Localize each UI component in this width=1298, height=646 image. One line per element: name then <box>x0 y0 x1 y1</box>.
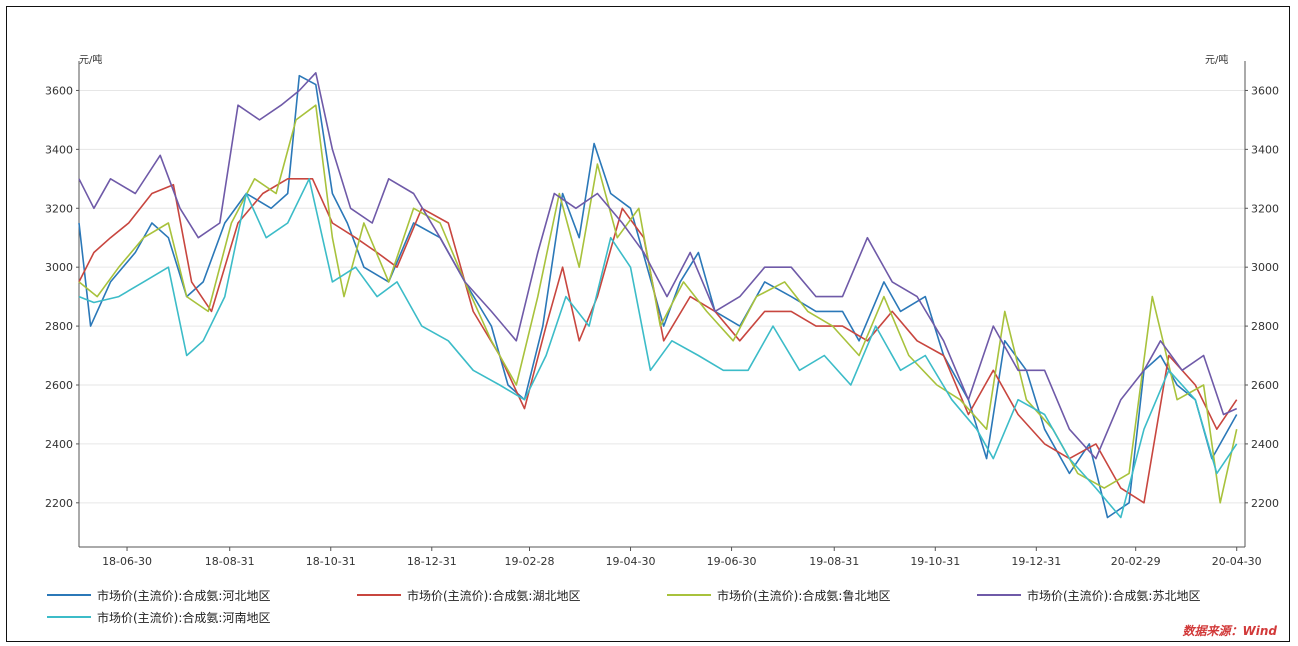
y-tick-label-right: 2600 <box>1251 379 1279 392</box>
y-tick-label-left: 3600 <box>45 84 73 97</box>
x-tick-label: 18-12-31 <box>407 555 457 568</box>
y-tick-label-right: 3200 <box>1251 202 1279 215</box>
y-tick-label-left: 3200 <box>45 202 73 215</box>
data-source: 数据来源：Wind <box>1182 624 1277 638</box>
y-tick-label-left: 3400 <box>45 143 73 156</box>
series-line-4 <box>78 72 1238 460</box>
x-tick-label: 19-12-31 <box>1011 555 1061 568</box>
legend-swatch <box>47 594 91 596</box>
y-tick-label-right: 3400 <box>1251 143 1279 156</box>
legend-label: 市场价(主流价):合成氨:河北地区 <box>97 588 271 603</box>
series-line-1 <box>78 74 1238 519</box>
x-tick-label: 19-04-30 <box>606 555 656 568</box>
x-tick-label: 18-08-31 <box>205 555 255 568</box>
y-tick-label-left: 2600 <box>45 379 73 392</box>
chart-frame: 2200 2200 2400 2400 2600 2600 2800 2800 3000 3000… <box>6 6 1290 642</box>
y-tick-label-right: 3600 <box>1251 84 1279 97</box>
x-tick-label: 18-10-31 <box>306 555 356 568</box>
y-tick-label-left: 2400 <box>45 438 73 451</box>
legend-item: 市场价(主流价):合成氨:河南地区 <box>47 609 270 625</box>
y-tick-label-right: 2400 <box>1251 438 1279 451</box>
x-tick-label: 19-02-28 <box>505 555 555 568</box>
legend-label: 市场价(主流价):合成氨:河南地区 <box>97 610 271 625</box>
legend-item: 市场价(主流价):合成氨:河北地区 <box>47 587 270 603</box>
x-tick-label: 20-04-30 <box>1212 555 1262 568</box>
x-tick-label: 18-06-30 <box>102 555 152 568</box>
legend-swatch <box>47 616 91 618</box>
legend-item: 市场价(主流价):合成氨:鲁北地区 <box>667 587 890 603</box>
y-tick-label-right: 2200 <box>1251 497 1279 510</box>
legend-label: 市场价(主流价):合成氨:苏北地区 <box>1027 588 1201 603</box>
line-chart: 2200 2200 2400 2400 2600 2600 2800 2800 3000 3000… <box>45 61 1279 568</box>
y-tick-label-left: 2800 <box>45 320 73 333</box>
left-axis-unit: 元/吨 <box>79 55 103 66</box>
series-line-5 <box>78 178 1238 519</box>
y-tick-label-left: 2200 <box>45 497 73 510</box>
y-tick-label-right: 3000 <box>1251 261 1279 274</box>
x-tick-label: 19-08-31 <box>809 555 859 568</box>
right-axis-unit: 元/吨 <box>1205 55 1229 66</box>
legend-item: 市场价(主流价):合成氨:湖北地区 <box>357 587 580 603</box>
x-tick-label: 19-10-31 <box>910 555 960 568</box>
legend-swatch <box>357 594 401 596</box>
x-tick-label: 19-06-30 <box>707 555 757 568</box>
series-line-3 <box>78 104 1238 504</box>
legend-item: 市场价(主流价):合成氨:苏北地区 <box>977 587 1200 603</box>
y-tick-label-right: 2800 <box>1251 320 1279 333</box>
legend-swatch <box>667 594 711 596</box>
x-tick-label: 20-02-29 <box>1111 555 1161 568</box>
legend-swatch <box>977 594 1021 596</box>
y-tick-label-left: 3000 <box>45 261 73 274</box>
series-line-2 <box>78 178 1238 504</box>
legend-label: 市场价(主流价):合成氨:湖北地区 <box>407 588 581 603</box>
legend-label: 市场价(主流价):合成氨:鲁北地区 <box>717 588 891 603</box>
